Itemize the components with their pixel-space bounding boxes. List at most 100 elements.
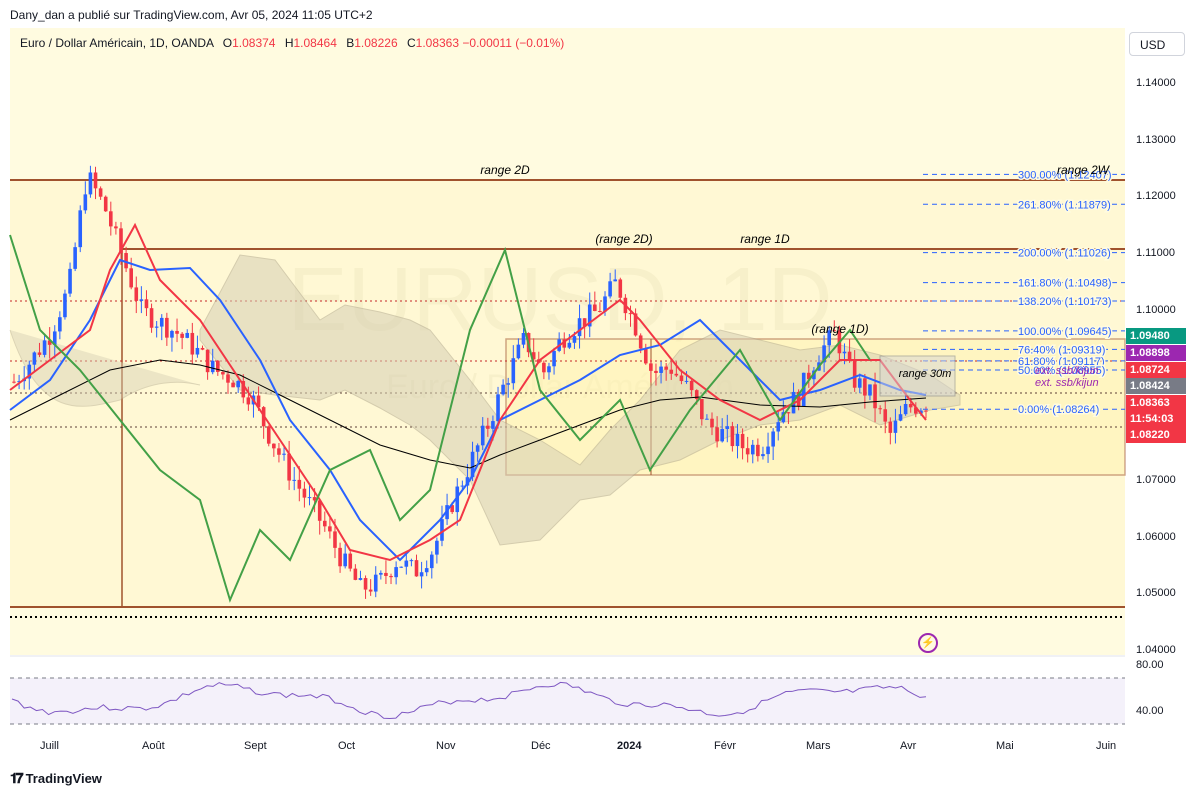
- candle-body: [134, 287, 139, 301]
- candle-body: [807, 372, 811, 380]
- candle-body: [924, 410, 928, 412]
- tenkan-line: [9, 222, 927, 562]
- publication-credit: Dany_dan a publié sur TradingView.com, A…: [10, 8, 373, 22]
- candle-body: [847, 351, 852, 360]
- candle-body: [516, 344, 521, 359]
- candle-body: [379, 572, 383, 575]
- candle-body: [674, 373, 679, 376]
- candle-body: [440, 519, 444, 541]
- candle-body: [83, 194, 88, 211]
- fib-level-label: 50.00% (1.08955): [1018, 365, 1105, 377]
- time-tick: Sept: [244, 740, 267, 752]
- label-range-2w: range 2W: [1057, 163, 1111, 177]
- candle-body: [399, 566, 404, 568]
- candle-body: [700, 398, 704, 420]
- fib-level-label: 0.00% (1.08264): [1018, 404, 1099, 416]
- candle-body: [593, 304, 597, 311]
- time-tick: Avr: [900, 740, 917, 752]
- candle-body: [603, 296, 607, 312]
- open-value: 1.08374: [232, 36, 276, 50]
- candle-body: [776, 422, 781, 432]
- candle-body: [42, 340, 47, 355]
- fib-level-label: 61.80% (1.09117): [1018, 356, 1105, 368]
- time-axis[interactable]: Juill Août Sept Oct Nov Déc 2024 Févr Mars Avr Mai…: [10, 738, 1125, 758]
- candle-body: [175, 330, 179, 334]
- candle-body: [852, 359, 857, 388]
- change-value: −0.00011 (−0.01%): [462, 36, 565, 50]
- candle-body: [200, 347, 205, 350]
- candle-body: [429, 554, 434, 569]
- fib-level-label: 76.40% (1.09319): [1018, 344, 1105, 356]
- lightning-icon[interactable]: ⚡: [918, 633, 938, 653]
- label-ext-ssb-kijun: ext. ssb/kijun: [1035, 365, 1099, 377]
- candle-body: [761, 454, 765, 457]
- candle-body: [98, 188, 103, 197]
- candle-body: [404, 560, 409, 567]
- candle-body: [914, 407, 918, 414]
- fib-level-label: 300.00% (1.12407): [1018, 169, 1112, 181]
- candle-body: [771, 431, 775, 447]
- candle-body: [618, 279, 623, 298]
- price-tag: 1.09480: [1126, 328, 1186, 344]
- candle-body: [465, 477, 470, 486]
- low-label: B: [346, 36, 355, 50]
- fib-level-label: 100.00% (1.09645): [1018, 326, 1112, 338]
- time-tick: Févr: [714, 740, 736, 752]
- candle-body: [58, 317, 62, 332]
- price-tag: 1.08424: [1126, 378, 1186, 394]
- candle-body: [221, 371, 225, 375]
- label-range-1d: range 1D: [740, 232, 790, 246]
- candle-body: [562, 339, 567, 348]
- time-tick: Mai: [996, 740, 1014, 752]
- candle-body: [766, 446, 770, 455]
- candle-body: [287, 453, 291, 481]
- candle-body: [103, 196, 108, 212]
- rsi-tick: 40.00: [1136, 705, 1164, 717]
- candle-body: [27, 364, 32, 379]
- candle-body: [195, 347, 200, 355]
- tv-logo-icon: 𝟏𝟕: [10, 770, 24, 786]
- price-tick: 1.13000: [1136, 133, 1176, 146]
- candle-body: [786, 412, 791, 414]
- candle-body: [705, 418, 709, 420]
- candle-body: [898, 414, 903, 421]
- price-tick: 1.10000: [1136, 303, 1176, 316]
- candle-body: [547, 366, 551, 373]
- candle-body: [878, 408, 882, 410]
- candle-body: [129, 268, 133, 288]
- candle-body: [679, 375, 684, 382]
- candle-body: [725, 426, 730, 430]
- candle-body: [511, 358, 516, 384]
- candle-body: [842, 351, 847, 354]
- candle-body: [205, 349, 210, 373]
- price-tick: 1.05000: [1136, 587, 1176, 600]
- candle-body: [215, 360, 220, 372]
- candle-body: [893, 420, 898, 433]
- candle-body: [689, 380, 694, 391]
- candle-body: [750, 444, 755, 455]
- candle-body: [720, 429, 725, 442]
- fib-level-label: 200.00% (1.11026): [1018, 248, 1111, 260]
- candle-body: [363, 578, 368, 590]
- high-value: 1.08464: [293, 36, 337, 50]
- candle-body: [348, 553, 353, 569]
- tradingview-logo[interactable]: 𝟏𝟕 TradingView: [10, 770, 102, 787]
- candle-body: [531, 352, 536, 360]
- label-range-30m: range 30m: [899, 368, 952, 380]
- candle-body: [552, 350, 556, 367]
- ichimoku-cloud-left: [9, 329, 201, 407]
- candle-body: [322, 520, 327, 527]
- currency-button[interactable]: USD: [1129, 32, 1185, 56]
- candle-body: [93, 172, 98, 189]
- label-ext-ssb-kijun-2: ext. ssb/kijun: [1035, 377, 1099, 389]
- ichimoku-cloud: [199, 254, 961, 546]
- symbol-name[interactable]: Euro / Dollar Américain, 1D, OANDA: [20, 36, 214, 50]
- range-30m-box: [879, 355, 956, 397]
- candle-body: [170, 330, 174, 338]
- time-tick: Août: [142, 740, 165, 752]
- low-value: 1.08226: [354, 36, 398, 50]
- candle-body: [384, 572, 388, 576]
- candle-body: [633, 313, 638, 336]
- moving-average-line: [9, 359, 927, 469]
